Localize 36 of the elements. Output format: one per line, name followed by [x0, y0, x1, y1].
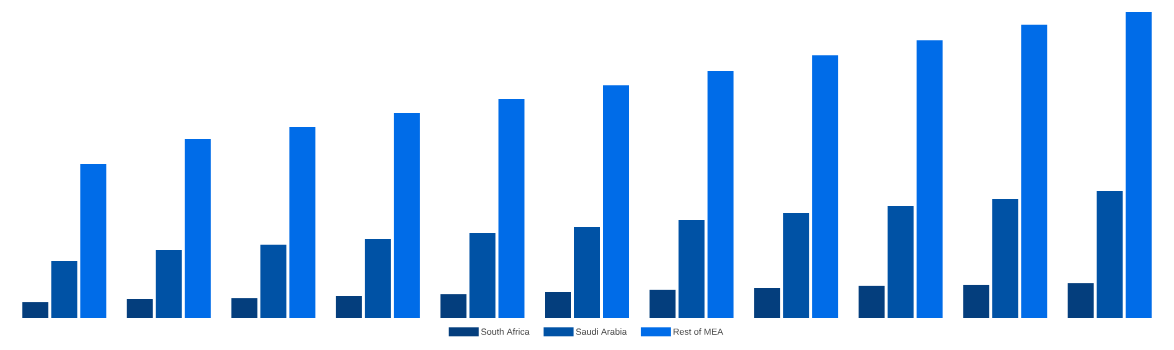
- bar: [22, 302, 49, 318]
- bar: [678, 220, 705, 318]
- bar: [963, 284, 990, 318]
- bar: [364, 239, 391, 318]
- bar: [707, 71, 734, 318]
- bar: [498, 98, 525, 318]
- bar: [783, 213, 810, 318]
- bar: [812, 55, 839, 318]
- legend-label: Rest of MEA: [673, 328, 724, 335]
- bar: [992, 198, 1019, 318]
- bar: [126, 299, 153, 318]
- bar: [574, 227, 600, 318]
- legend-label: South Africa: [481, 328, 530, 335]
- bar: [1125, 12, 1152, 318]
- bar: [335, 295, 362, 318]
- bar: [469, 232, 496, 318]
- bar: [260, 244, 287, 318]
- bar: [887, 206, 914, 318]
- bar: [80, 164, 107, 318]
- bar: [1067, 283, 1094, 318]
- bar: [916, 40, 943, 318]
- bar: [155, 250, 182, 318]
- bar: [289, 127, 316, 318]
- bar: [231, 298, 258, 318]
- bar: [545, 291, 571, 318]
- bar: [603, 85, 629, 318]
- bar: [1096, 191, 1123, 318]
- bar: [184, 138, 211, 318]
- bar: [51, 261, 78, 318]
- bar: [1021, 24, 1048, 318]
- bar: [440, 294, 467, 318]
- legend-label: Saudi Arabia: [575, 328, 627, 335]
- bar: [393, 112, 420, 318]
- bar: [649, 289, 676, 318]
- bar: [754, 288, 781, 318]
- bar: [858, 285, 885, 318]
